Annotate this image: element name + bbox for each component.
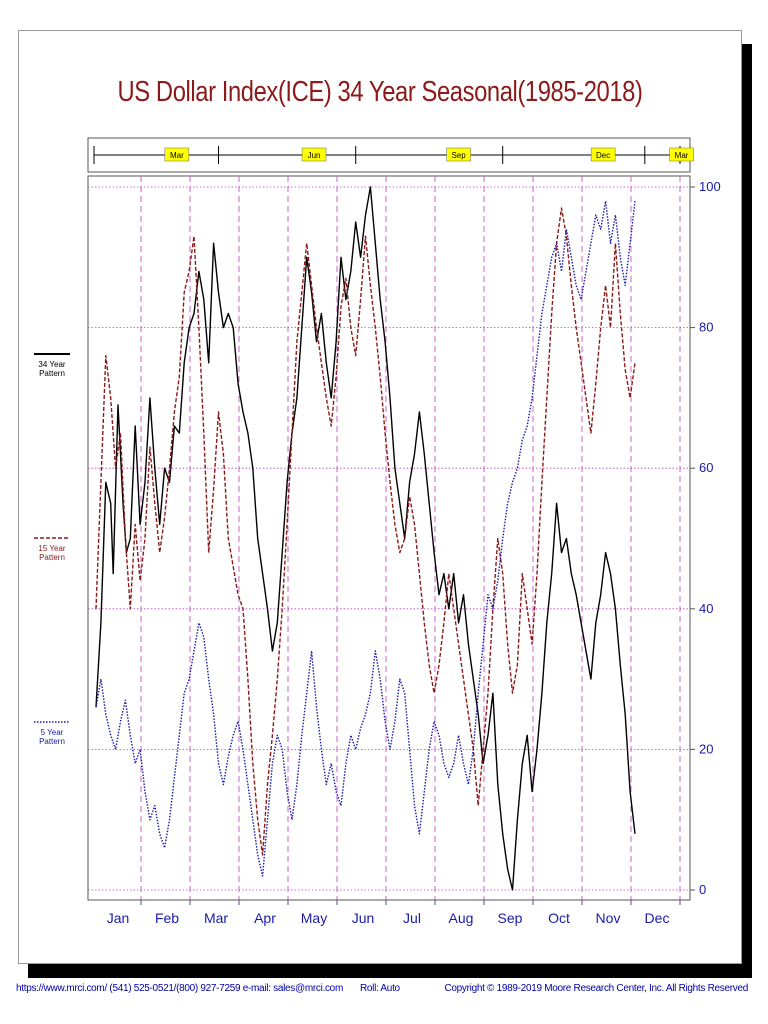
contract-label: Mar	[170, 151, 184, 160]
x-month-label: Dec	[645, 910, 670, 926]
y-tick-label: 40	[699, 601, 713, 616]
x-month-label: Nov	[596, 910, 621, 926]
y-tick-label: 80	[699, 320, 713, 335]
x-month-label: Jul	[403, 910, 421, 926]
contract-marker	[301, 147, 327, 162]
contract-marker	[164, 147, 190, 162]
series-line-15-year-pattern	[95, 207, 636, 856]
x-month-label: May	[301, 910, 327, 926]
series-line-34-year-pattern	[95, 186, 636, 891]
series-line-5-year-pattern	[95, 200, 636, 877]
x-month-label: Jun	[352, 910, 375, 926]
x-month-label: Oct	[548, 910, 570, 926]
y-tick-label: 100	[699, 179, 721, 194]
contract-label: Jun	[308, 151, 321, 160]
contract-marker	[446, 147, 471, 162]
x-month-label: Jan	[107, 910, 130, 926]
x-month-label: Feb	[155, 910, 179, 926]
footer-contact: https://www.mrci.com/ (541) 525-0521/(80…	[16, 983, 343, 994]
legend-15-year-label: 15 Year Pattern	[38, 544, 66, 562]
legend-34-year-label: 34 Year Pattern	[38, 360, 66, 378]
x-month-label: Aug	[449, 910, 474, 926]
y-tick-label: 60	[699, 460, 713, 475]
footer-roll: Roll: Auto	[360, 983, 400, 994]
contract-marker	[590, 147, 616, 162]
plot-frame	[87, 175, 691, 901]
x-month-label: Sep	[498, 910, 523, 926]
y-tick-label: 0	[699, 882, 706, 897]
contract-marker	[669, 147, 694, 162]
x-month-label: Apr	[254, 910, 276, 926]
x-month-label: Mar	[204, 910, 228, 926]
legend-5-year-label: 5 Year Pattern	[39, 728, 65, 746]
footer-copyright: Copyright © 1989-2019 Moore Research Cen…	[444, 983, 748, 994]
contract-label: Dec	[596, 151, 610, 160]
contract-label: Mar	[675, 151, 689, 160]
contract-label: Sep	[451, 151, 466, 160]
chart-title: US Dollar Index(ICE) 34 Year Seasonal(19…	[117, 76, 643, 108]
y-tick-label: 20	[699, 741, 713, 756]
